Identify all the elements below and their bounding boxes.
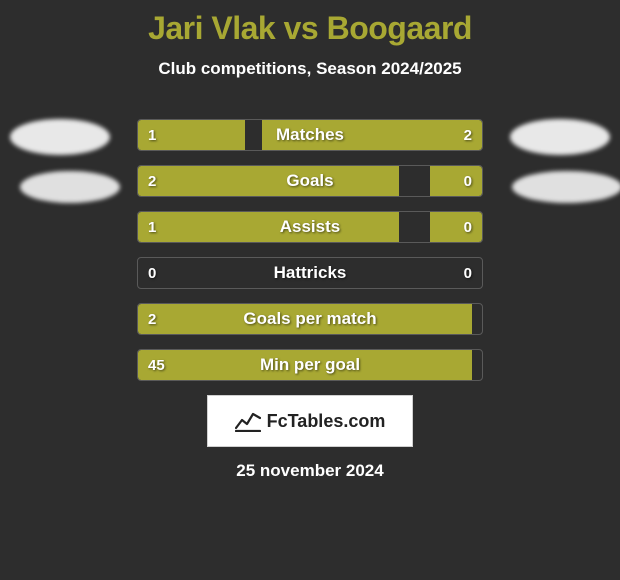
value-right xyxy=(462,350,482,380)
stat-row: 45Min per goal xyxy=(137,349,483,381)
logo: FcTables.com xyxy=(235,410,386,432)
bar-track xyxy=(138,350,482,380)
subtitle: Club competitions, Season 2024/2025 xyxy=(0,59,620,79)
bar-left xyxy=(138,166,399,196)
player-left-badge-1 xyxy=(10,119,110,155)
bar-track xyxy=(138,304,482,334)
player-left-badge-2 xyxy=(20,171,120,203)
bar-track xyxy=(138,120,482,150)
bar-left xyxy=(138,350,472,380)
value-right: 2 xyxy=(454,120,482,150)
fctables-icon xyxy=(235,410,261,432)
player-right-badge-2 xyxy=(512,171,620,203)
chart-area: 12Matches20Goals10Assists00Hattricks2Goa… xyxy=(0,119,620,481)
value-left: 1 xyxy=(138,212,166,242)
value-left: 2 xyxy=(138,166,166,196)
comparison-infographic: Jari Vlak vs Boogaard Club competitions,… xyxy=(0,0,620,580)
bar-left xyxy=(138,212,399,242)
bar-gap xyxy=(245,120,262,150)
stat-row: 20Goals xyxy=(137,165,483,197)
value-right: 0 xyxy=(454,166,482,196)
bar-right xyxy=(262,120,482,150)
value-left: 0 xyxy=(138,258,166,288)
value-left: 45 xyxy=(138,350,175,380)
bar-left xyxy=(138,304,472,334)
value-right: 0 xyxy=(454,212,482,242)
date-label: 25 november 2024 xyxy=(0,461,620,481)
logo-box: FcTables.com xyxy=(207,395,413,447)
bar-track xyxy=(138,212,482,242)
stat-row: 00Hattricks xyxy=(137,257,483,289)
bar-track xyxy=(138,166,482,196)
stat-row: 10Assists xyxy=(137,211,483,243)
bars-list: 12Matches20Goals10Assists00Hattricks2Goa… xyxy=(137,119,483,381)
page-title: Jari Vlak vs Boogaard xyxy=(0,0,620,47)
player-right-badge-1 xyxy=(510,119,610,155)
bar-track xyxy=(138,258,482,288)
value-right: 0 xyxy=(454,258,482,288)
logo-label: FcTables.com xyxy=(267,411,386,432)
bar-gap xyxy=(138,258,482,288)
value-left: 1 xyxy=(138,120,166,150)
bar-gap xyxy=(399,166,430,196)
stat-row: 12Matches xyxy=(137,119,483,151)
value-left: 2 xyxy=(138,304,166,334)
stat-row: 2Goals per match xyxy=(137,303,483,335)
bar-gap xyxy=(399,212,430,242)
value-right xyxy=(462,304,482,334)
